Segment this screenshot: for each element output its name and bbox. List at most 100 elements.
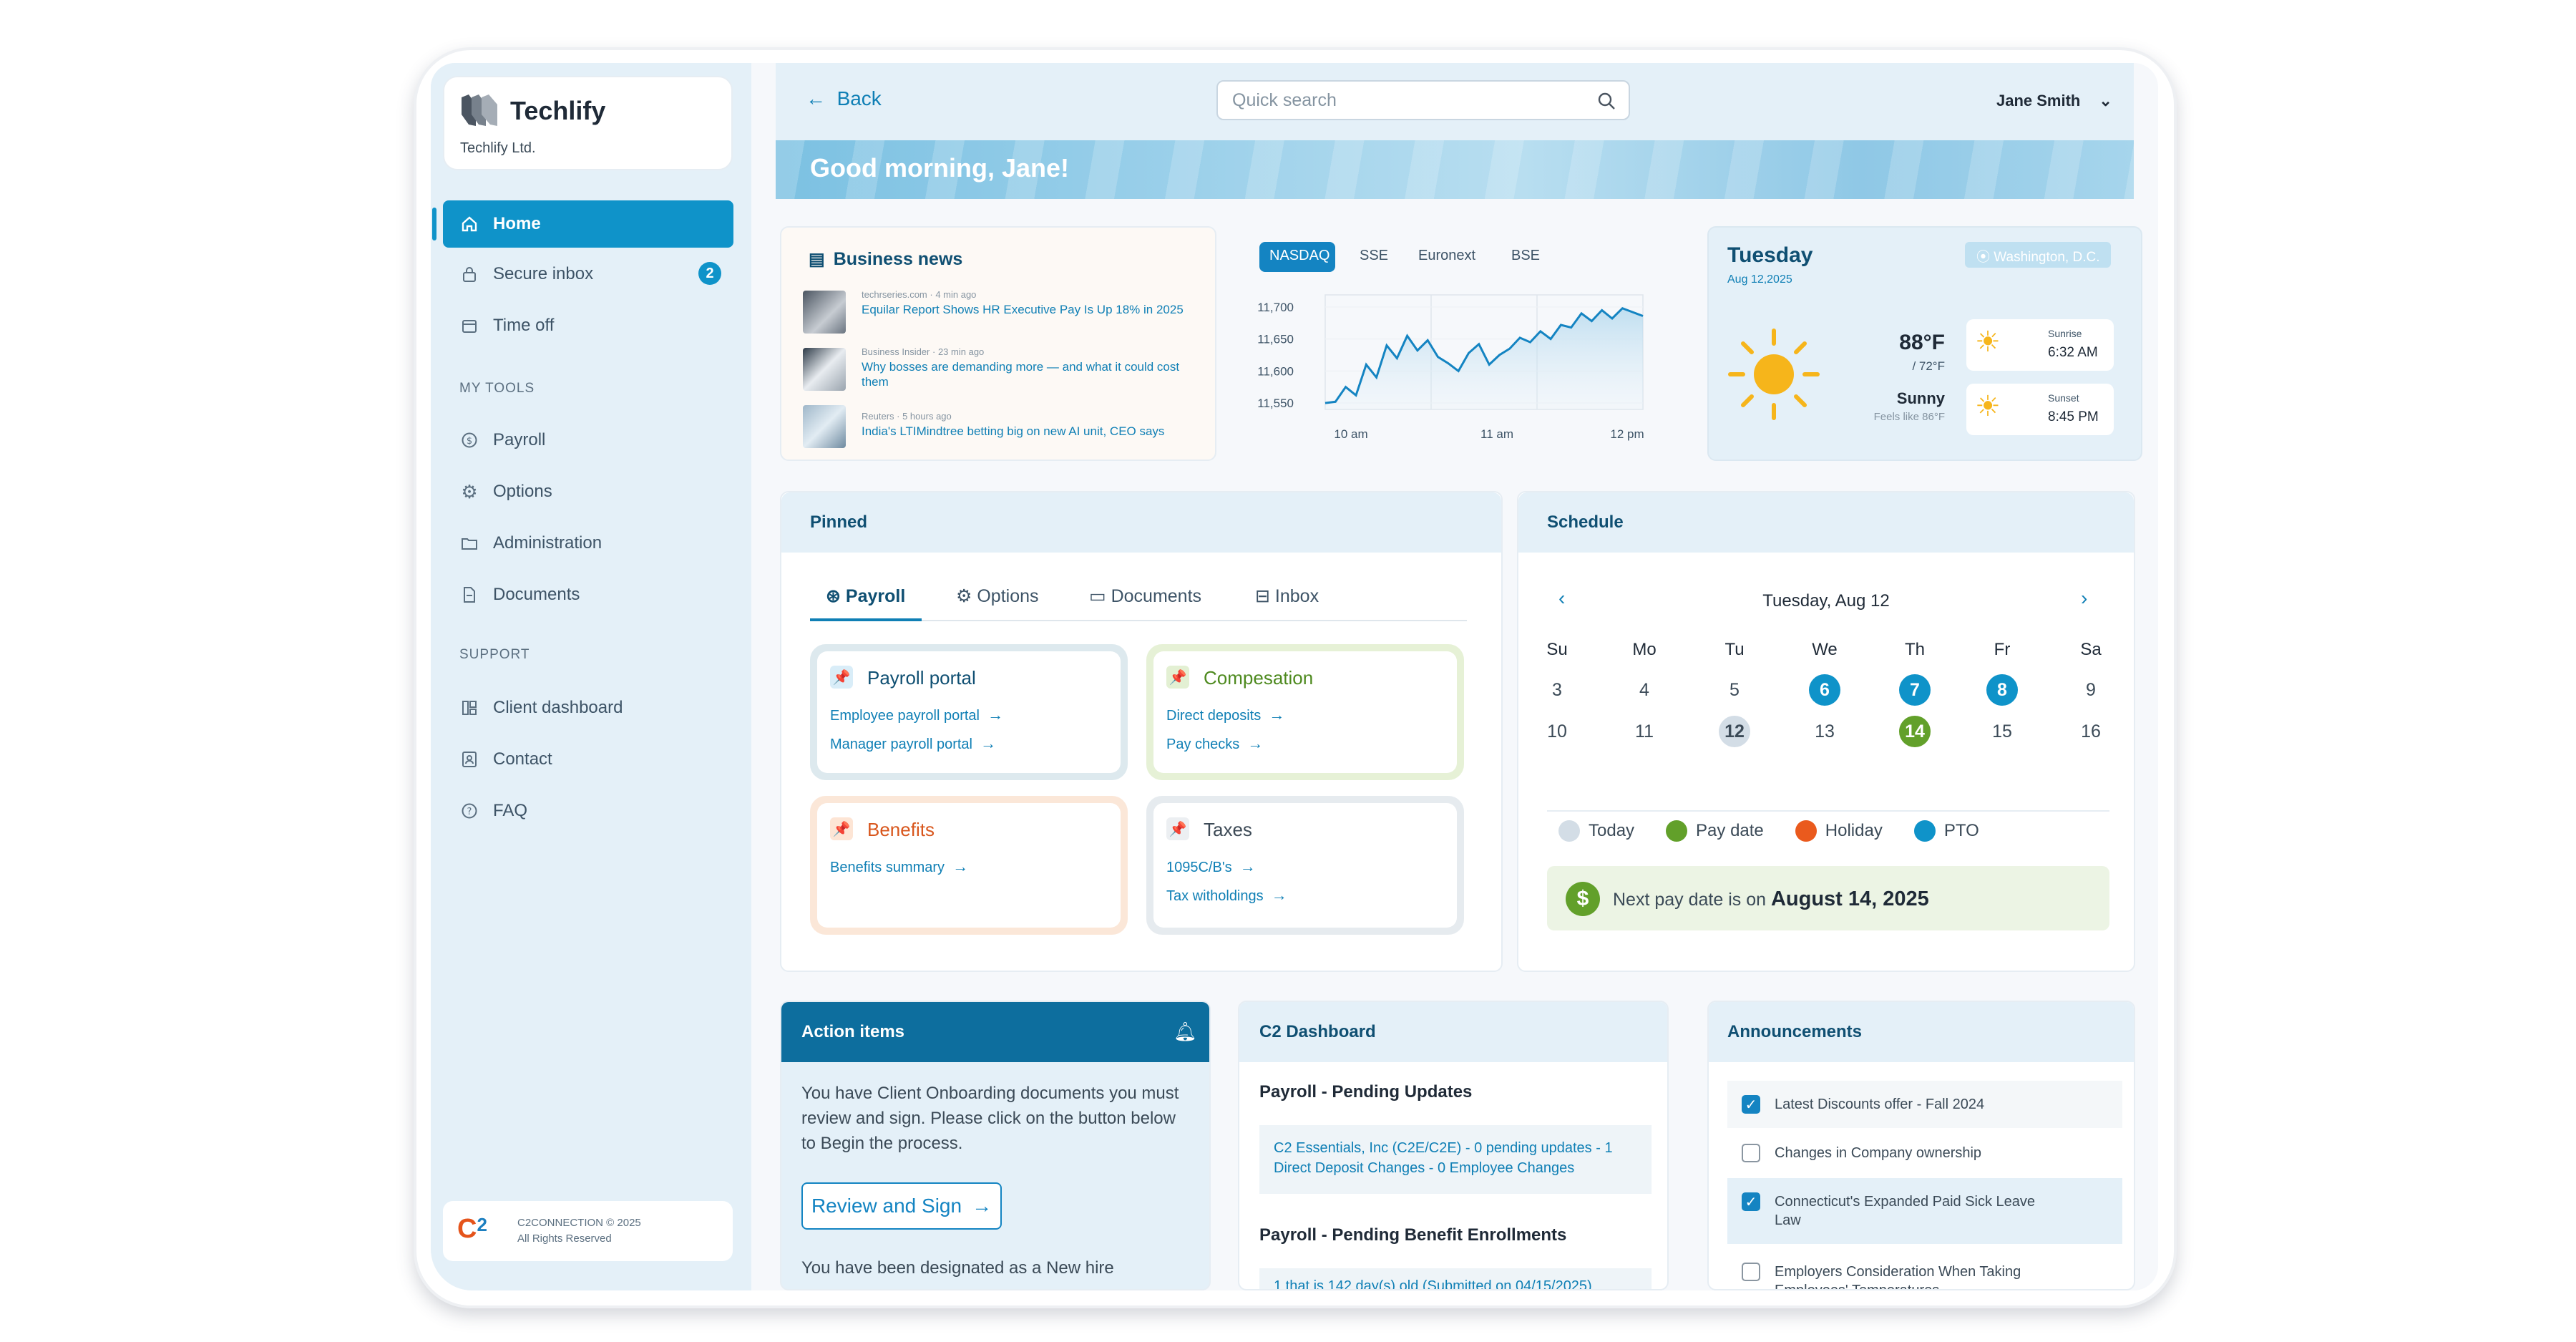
calendar-day[interactable]: 13 bbox=[1815, 721, 1835, 741]
calendar-legend: Today Pay date Holiday PTO bbox=[1558, 820, 1979, 842]
sidebar-item-documents[interactable]: Documents bbox=[443, 571, 733, 618]
next-pay-banner: $ Next pay date is on August 14, 2025 bbox=[1547, 866, 2109, 930]
sidebar-item-faq[interactable]: ? FAQ bbox=[443, 787, 733, 835]
announcement-row[interactable]: ✓ Latest Discounts offer - Fall 2024 bbox=[1727, 1081, 2122, 1128]
pay-checks-link[interactable]: Pay checks → bbox=[1166, 734, 1264, 752]
checkbox-checked[interactable]: ✓ bbox=[1742, 1095, 1760, 1114]
dollar-circle-icon: ⊛ bbox=[826, 586, 846, 606]
pending-updates-item[interactable]: C2 Essentials, Inc (C2E/C2E) - 0 pending… bbox=[1259, 1125, 1652, 1194]
chevron-down-icon: ⌄ bbox=[2099, 92, 2112, 110]
bell-icon[interactable]: 🔔︎ bbox=[1174, 1021, 1198, 1042]
sidebar-item-label: Time off bbox=[493, 316, 555, 335]
news-thumbnail bbox=[803, 348, 846, 391]
c2-dashboard-title: C2 Dashboard bbox=[1259, 1022, 1376, 1041]
calendar-day[interactable]: 4 bbox=[1639, 679, 1649, 700]
calendar-day[interactable]: 5 bbox=[1729, 679, 1740, 700]
c2-logo-icon: C2 bbox=[457, 1214, 487, 1244]
calendar-day[interactable]: 3 bbox=[1552, 679, 1562, 700]
calendar-day[interactable]: 16 bbox=[2081, 721, 2101, 741]
tab-euronext[interactable]: Euronext bbox=[1418, 248, 1476, 263]
sidebar-item-administration[interactable]: Administration bbox=[443, 520, 733, 567]
weather-card: Tuesday Aug 12,2025 ⦿ Washington, D.C. 8… bbox=[1707, 226, 2142, 461]
calendar-day[interactable]: 14 bbox=[1899, 716, 1931, 747]
location-badge[interactable]: ⦿ Washington, D.C. bbox=[1965, 242, 2112, 268]
calendar-day[interactable]: 15 bbox=[1992, 721, 2012, 741]
user-menu[interactable]: Jane Smith ⌄ bbox=[1996, 92, 2112, 110]
news-headline-link[interactable]: Why bosses are demanding more — and what… bbox=[862, 360, 1180, 389]
sidebar-item-home[interactable]: Home bbox=[443, 200, 733, 248]
calendar-day[interactable]: 10 bbox=[1547, 721, 1567, 741]
active-tab-underline bbox=[810, 618, 922, 621]
direct-deposits-link[interactable]: Direct deposits → bbox=[1166, 706, 1285, 724]
review-and-sign-button[interactable]: Review and Sign → bbox=[801, 1182, 1002, 1230]
checkbox-checked[interactable]: ✓ bbox=[1742, 1192, 1760, 1211]
tab-options[interactable]: ⚙ Options bbox=[956, 586, 1039, 606]
weekday-label: Sa bbox=[2080, 640, 2102, 659]
back-button[interactable]: ← Back bbox=[806, 87, 882, 110]
sidebar-item-contact[interactable]: Contact bbox=[443, 736, 733, 783]
announcement-text: Employers Consideration When Taking Empl… bbox=[1775, 1264, 2021, 1290]
announcement-row[interactable]: ✓ Connecticut's Expanded Paid Sick Leave… bbox=[1727, 1178, 2122, 1244]
tab-documents[interactable]: ▭ Documents bbox=[1089, 586, 1202, 606]
schedule-header: Schedule bbox=[1518, 492, 2134, 553]
sidebar-item-options[interactable]: ⚙ Options bbox=[443, 468, 733, 515]
chevron-right-icon[interactable]: › bbox=[2081, 587, 2088, 609]
pin-icon: ⦿ bbox=[1976, 250, 1994, 265]
benefits-summary-link[interactable]: Benefits summary → bbox=[830, 857, 969, 875]
tab-inbox[interactable]: ⊟ Inbox bbox=[1255, 586, 1319, 606]
action-items-header: Action items bbox=[781, 1002, 1209, 1062]
tab-bse[interactable]: BSE bbox=[1511, 248, 1541, 263]
calendar-day[interactable]: 11 bbox=[1635, 721, 1654, 741]
calendar-day[interactable]: 9 bbox=[2086, 679, 2096, 700]
sidebar-item-secure-inbox[interactable]: Secure inbox bbox=[443, 251, 733, 298]
pending-updates-heading: Payroll - Pending Updates bbox=[1259, 1082, 1473, 1102]
pinned-card: Pinned ⊛ Payroll ⚙ Options ▭ Documents ⊟… bbox=[780, 491, 1503, 972]
today-dot bbox=[1558, 820, 1580, 842]
announcement-text: Latest Discounts offer - Fall 2024 bbox=[1775, 1097, 1985, 1112]
tab-nasdaq[interactable]: NASDAQ bbox=[1269, 248, 1330, 263]
1095c-link[interactable]: 1095C/B's → bbox=[1166, 857, 1256, 875]
tax-withholdings-link[interactable]: Tax witholdings → bbox=[1166, 886, 1287, 904]
announcement-row[interactable]: Changes in Company ownership bbox=[1727, 1129, 2122, 1177]
manager-payroll-link[interactable]: Manager payroll portal → bbox=[830, 734, 997, 752]
search-input[interactable]: Quick search bbox=[1216, 80, 1630, 120]
folder-icon: ▭ bbox=[1089, 586, 1111, 606]
pending-benefit-item[interactable]: 1 that is 142 day(s) old (Submitted on 0… bbox=[1259, 1268, 1652, 1289]
employee-payroll-link[interactable]: Employee payroll portal → bbox=[830, 706, 1004, 724]
taxes-tile: 📌 Taxes 1095C/B's → Tax witholdings → bbox=[1146, 796, 1464, 935]
sidebar-item-time-off[interactable]: Time off bbox=[443, 302, 733, 349]
greeting-banner bbox=[776, 140, 2134, 199]
schedule-card: Schedule ‹ Tuesday, Aug 12 › Today Pay d… bbox=[1517, 491, 2135, 972]
announcement-row[interactable]: Employers Consideration When Taking Empl… bbox=[1727, 1248, 2122, 1290]
tab-payroll[interactable]: ⊛ Payroll bbox=[826, 586, 906, 606]
tab-sse[interactable]: SSE bbox=[1360, 248, 1389, 263]
inbox-icon: ⊟ bbox=[1255, 586, 1275, 606]
chevron-left-icon[interactable]: ‹ bbox=[1558, 587, 1566, 609]
sidebar-item-label: Client dashboard bbox=[493, 698, 623, 717]
pinned-title: Pinned bbox=[810, 512, 868, 532]
announcements-header: Announcements bbox=[1709, 1002, 2134, 1062]
calendar-day[interactable]: 6 bbox=[1809, 674, 1840, 706]
help-icon: ? bbox=[460, 802, 479, 820]
checkbox[interactable] bbox=[1742, 1144, 1760, 1162]
newspaper-icon: ▤ bbox=[809, 250, 825, 269]
pin-icon: 📌 bbox=[1166, 666, 1189, 689]
legend-today: Today bbox=[1589, 821, 1635, 840]
sidebar-item-payroll[interactable]: $ Payroll bbox=[443, 417, 733, 464]
calendar-day[interactable]: 12 bbox=[1719, 716, 1750, 747]
footer-card: C2 C2CONNECTION © 2025 All Rights Reserv… bbox=[443, 1201, 733, 1261]
arrow-right-icon: → bbox=[987, 706, 1004, 724]
business-news-card: ▤ Business news techrseries.com · 4 min a… bbox=[780, 226, 1216, 461]
checkbox[interactable] bbox=[1742, 1263, 1760, 1281]
sidebar-item-client-dashboard[interactable]: Client dashboard bbox=[443, 684, 733, 731]
stock-chart: 11,700 11,650 11,600 11,550 10 am 11 am 12 pm bbox=[1257, 294, 1644, 441]
search-placeholder: Quick search bbox=[1232, 90, 1337, 110]
arrow-right-icon: → bbox=[952, 857, 969, 875]
calendar-day[interactable]: 7 bbox=[1899, 674, 1931, 706]
pin-icon: 📌 bbox=[830, 666, 853, 689]
news-headline-link[interactable]: India's LTIMindtree betting big on new A… bbox=[862, 424, 1165, 438]
calendar-day[interactable]: 8 bbox=[1986, 674, 2018, 706]
temperature-low: / 72°F bbox=[1912, 359, 1945, 373]
gear-icon: ⚙ bbox=[461, 480, 478, 502]
news-headline-link[interactable]: Equilar Report Shows HR Executive Pay Is… bbox=[862, 303, 1184, 316]
